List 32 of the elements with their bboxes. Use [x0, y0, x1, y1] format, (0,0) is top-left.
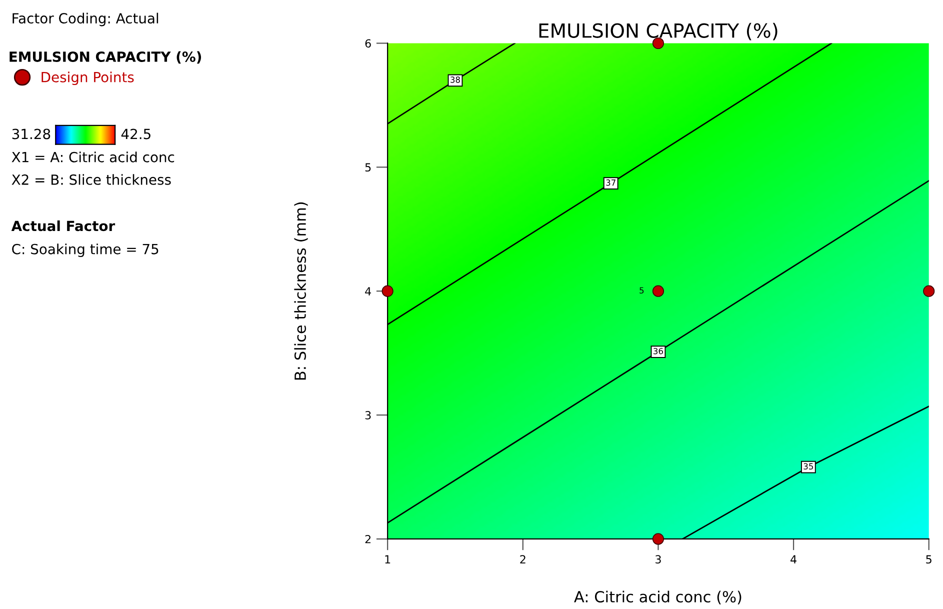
text: X2 = B: Slice thickness — [12, 174, 171, 185]
x-tick-label: 1 — [385, 555, 390, 564]
text: C: Soaking time = 75 — [12, 244, 158, 258]
point — [923, 285, 935, 297]
y-tick-label: 3 — [365, 411, 371, 420]
legend-title: EMULSION CAPACITY (%) — [10, 51, 202, 64]
y-tick-label: 2 — [365, 534, 370, 544]
series-label: 38 — [450, 76, 460, 83]
text: 42.5 — [121, 128, 150, 140]
series-label: 37 — [606, 179, 616, 186]
y-axis-title: B: Slice thickness (mm) — [294, 202, 308, 380]
y-tick-label: 5 — [365, 163, 371, 172]
x-tick-label: 3 — [656, 555, 661, 564]
annotation: 5 — [640, 287, 644, 294]
x-axis-title: A: Citric acid conc (%) — [574, 590, 742, 604]
y-tick-label: 4 — [365, 287, 371, 296]
chart-title: EMULSION CAPACITY (%) — [539, 22, 778, 40]
point — [652, 285, 664, 297]
series-label: 36 — [654, 348, 663, 354]
point — [652, 37, 664, 50]
y-tick-label: 6 — [365, 39, 371, 48]
legend-label: Design Points — [42, 72, 134, 86]
x-tick-label: 2 — [520, 555, 526, 564]
point — [382, 285, 394, 297]
text: Actual Factor — [11, 220, 116, 232]
text: X1 = A: Citric acid conc — [12, 152, 174, 162]
x-tick-label: 4 — [790, 555, 796, 564]
series-label: 35 — [804, 463, 813, 470]
text: 31.28 — [12, 128, 50, 140]
point — [652, 533, 664, 545]
text: Factor Coding: Actual — [12, 12, 158, 26]
x-tick-label: 5 — [926, 555, 932, 564]
